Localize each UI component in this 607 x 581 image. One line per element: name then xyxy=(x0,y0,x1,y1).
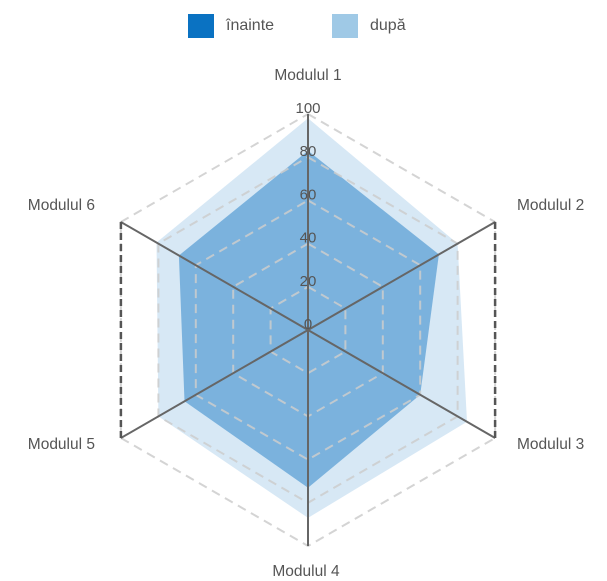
tick-label-100: 100 xyxy=(295,100,320,117)
legend-swatch-inainte xyxy=(188,14,214,38)
axis-label-modulul-3: Modulul 3 xyxy=(517,436,584,453)
axis-spoke-6 xyxy=(120,221,309,331)
axis-label-modulul-2: Modulul 2 xyxy=(517,197,584,214)
legend: înainte după xyxy=(0,12,607,42)
legend-label-inainte: înainte xyxy=(226,17,275,34)
axis-label-modulul-4: Modulul 4 xyxy=(272,563,340,580)
axis-spoke-5 xyxy=(120,329,309,439)
legend-swatch-dupa xyxy=(332,14,358,38)
axis-spoke-3 xyxy=(307,329,496,439)
axis-label-modulul-6: Modulul 6 xyxy=(28,197,95,214)
tick-label-80: 80 xyxy=(300,143,317,160)
axis-label-modulul-1: Modulul 1 xyxy=(274,67,341,84)
tick-label-60: 60 xyxy=(300,186,317,203)
legend-label-dupa: după xyxy=(370,17,406,34)
axis-label-modulul-5: Modulul 5 xyxy=(28,436,95,453)
tick-label-20: 20 xyxy=(300,273,317,290)
tick-label-0: 0 xyxy=(304,316,312,333)
axis-spoke-2 xyxy=(307,221,496,331)
tick-label-40: 40 xyxy=(300,230,317,247)
